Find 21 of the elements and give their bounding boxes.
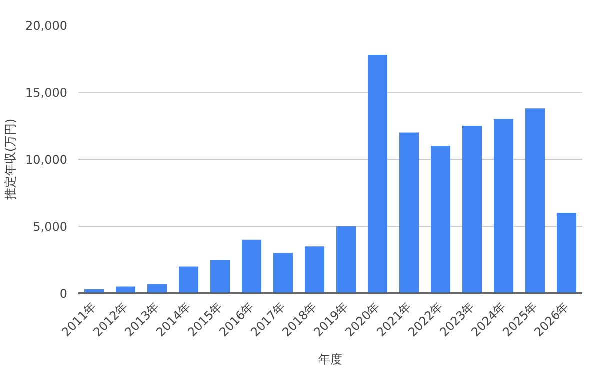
y-tick-label: 10,000 (26, 153, 68, 167)
y-axis-title: 推定年収(万円) (4, 118, 18, 200)
bar (462, 126, 482, 294)
bar (210, 260, 230, 294)
y-tick-label: 0 (60, 287, 68, 301)
bar (556, 213, 577, 294)
y-tick-label: 15,000 (26, 86, 68, 100)
bar (273, 253, 294, 294)
bar (525, 108, 546, 294)
bar (494, 119, 514, 294)
bar (368, 54, 388, 294)
x-axis-title: 年度 (318, 352, 342, 366)
y-tick-label: 5,000 (33, 220, 68, 234)
bar (147, 284, 168, 294)
bar (399, 132, 420, 294)
bar (304, 246, 325, 294)
bar (336, 226, 356, 294)
bar (242, 240, 262, 294)
bar (178, 266, 199, 294)
bar (430, 146, 451, 294)
y-tick-label: 20,000 (26, 19, 68, 33)
